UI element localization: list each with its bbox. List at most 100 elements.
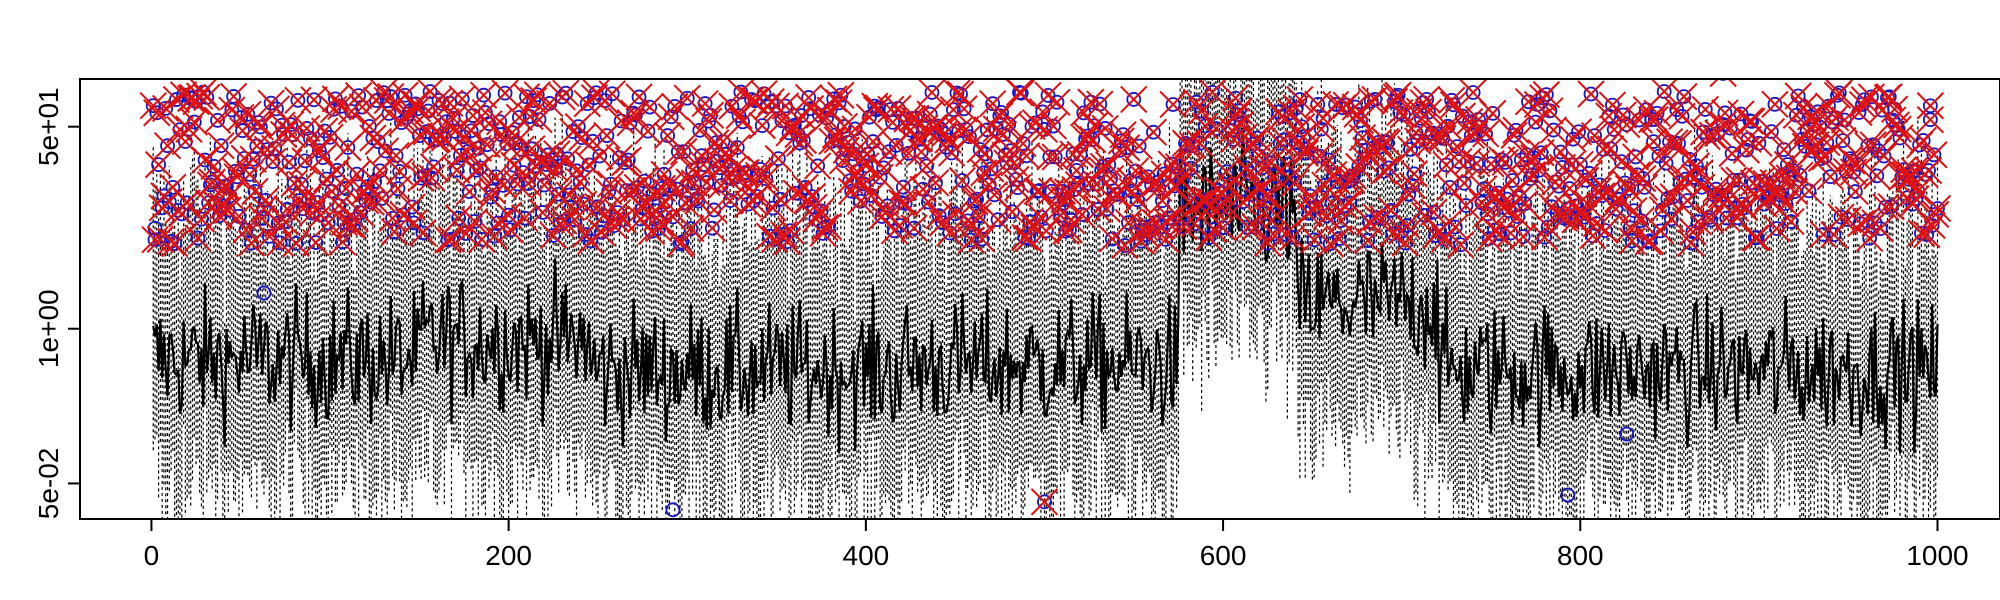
- cross-stroke: [807, 197, 835, 225]
- cross-stroke: [452, 219, 480, 248]
- cross-stroke: [943, 79, 971, 107]
- cross-stroke: [1455, 107, 1484, 136]
- cross-stroke: [518, 135, 546, 163]
- cross-point: [523, 81, 551, 109]
- circle-point: [394, 115, 409, 131]
- cross-stroke: [1027, 203, 1055, 231]
- cross-point: [1577, 80, 1605, 108]
- cross-stroke: [1863, 162, 1891, 190]
- cross-stroke: [1379, 219, 1407, 248]
- cross-stroke: [1207, 178, 1235, 207]
- cross-point: [669, 137, 698, 166]
- cross-stroke: [418, 164, 446, 192]
- cross-stroke: [1248, 154, 1277, 182]
- cross-stroke: [812, 104, 841, 132]
- cross-stroke: [455, 177, 484, 206]
- cross-stroke: [1216, 172, 1244, 200]
- cross-point: [1034, 81, 1062, 110]
- cross-point: [1434, 112, 1462, 141]
- cross-stroke: [1559, 125, 1587, 153]
- circle-point: [279, 201, 295, 217]
- cross-stroke: [202, 189, 230, 217]
- cross-point: [1795, 177, 1823, 205]
- circle-point: [604, 86, 620, 102]
- cross-stroke: [1591, 216, 1619, 245]
- circle-point: [631, 89, 647, 105]
- cross-stroke: [1495, 196, 1523, 225]
- cross-stroke: [1314, 146, 1343, 174]
- cross-stroke: [607, 107, 635, 135]
- circle-point: [1847, 184, 1863, 199]
- cross-stroke: [1114, 208, 1143, 237]
- cross-stroke: [1743, 223, 1771, 252]
- cross-point: [950, 95, 978, 123]
- cross-point: [1521, 108, 1550, 136]
- cross-point: [1112, 134, 1141, 162]
- cross-point: [1302, 193, 1330, 221]
- cross-point: [528, 198, 557, 227]
- cross-point: [1191, 112, 1219, 140]
- cross-stroke: [1534, 213, 1562, 241]
- cross-point: [1630, 173, 1659, 202]
- cross-stroke: [1721, 194, 1750, 223]
- cross-point: [1398, 171, 1427, 200]
- cross-stroke: [291, 147, 319, 175]
- circle-point: [1674, 108, 1690, 124]
- cross-point: [1446, 231, 1475, 259]
- cross-point: [584, 193, 612, 221]
- circle-point: [1342, 195, 1358, 211]
- cross-stroke: [718, 92, 746, 120]
- cross-point: [405, 121, 434, 150]
- cross-stroke: [678, 156, 707, 184]
- cross-stroke: [1730, 194, 1759, 222]
- cross-stroke: [662, 175, 691, 203]
- cross-stroke: [1357, 87, 1386, 115]
- cross-stroke: [914, 188, 943, 216]
- cross-point: [1364, 128, 1393, 157]
- cross-stroke: [1234, 213, 1262, 242]
- cross-point: [353, 172, 382, 201]
- circle-point: [194, 211, 209, 227]
- cross-point: [210, 172, 239, 201]
- cross-point: [764, 144, 793, 173]
- cross-stroke: [1655, 127, 1684, 156]
- cross-stroke: [260, 134, 289, 163]
- circle-point: [1267, 169, 1283, 184]
- circle-point: [1626, 203, 1642, 219]
- circle-point: [1013, 85, 1029, 101]
- cross-stroke: [877, 95, 905, 124]
- circle-point: [461, 184, 477, 199]
- cross-stroke: [911, 114, 939, 142]
- cross-stroke: [180, 108, 209, 136]
- cross-stroke: [1795, 177, 1823, 205]
- circle-point: [1718, 79, 1729, 81]
- circle-point: [1767, 96, 1783, 112]
- circle-point: [1688, 158, 1704, 174]
- cross-stroke: [1450, 169, 1478, 197]
- circle-point: [190, 230, 206, 246]
- cross-stroke: [918, 79, 946, 107]
- cross-stroke: [1168, 167, 1196, 196]
- cross-point: [1777, 207, 1805, 236]
- circle-point: [256, 285, 272, 301]
- cross-point: [455, 177, 484, 206]
- circle-point: [1194, 103, 1210, 119]
- cross-point: [1425, 217, 1453, 245]
- cross-point: [173, 189, 201, 217]
- cross-point: [1807, 144, 1836, 173]
- cross-point: [684, 187, 712, 215]
- circle-point: [349, 166, 365, 182]
- cross-stroke: [680, 169, 709, 197]
- cross-point: [1502, 116, 1530, 144]
- cross-stroke: [811, 213, 839, 242]
- cross-stroke: [348, 93, 376, 121]
- cross-point: [321, 85, 350, 113]
- cross-stroke: [434, 226, 462, 254]
- cross-stroke: [344, 81, 373, 110]
- cross-point: [1827, 203, 1855, 231]
- cross-point: [516, 102, 544, 131]
- cross-stroke: [766, 185, 794, 213]
- cross-point: [1412, 85, 1441, 114]
- circle-point: [1778, 196, 1794, 211]
- cross-stroke: [227, 103, 255, 132]
